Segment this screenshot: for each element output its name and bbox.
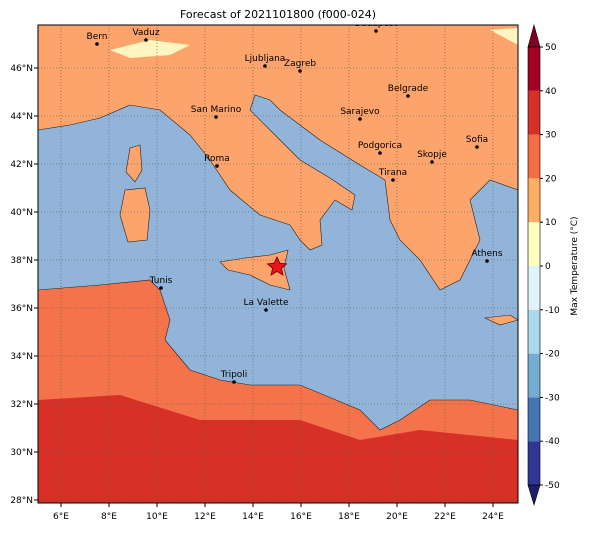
x-tick-label: 22°E	[434, 512, 456, 522]
title: Forecast of 2021101800 (f000-024)	[180, 8, 376, 21]
colorbar-band	[528, 353, 540, 398]
x-tick-label: 16°E	[290, 512, 312, 522]
colorbar-tick-label: -50	[545, 481, 560, 491]
city-dot	[214, 115, 218, 119]
city-dot	[215, 164, 219, 168]
forecast-star	[266, 256, 288, 276]
colorbar-tick-label: 30	[545, 131, 557, 141]
colorbar-band	[528, 47, 540, 91]
city-dot	[159, 286, 163, 290]
city-dot	[378, 151, 382, 155]
colorbar-tick-label: 10	[545, 218, 557, 228]
city-dot	[264, 308, 268, 312]
colorbar-band	[528, 134, 540, 179]
y-tick-label: 32°N	[10, 400, 33, 410]
y-tick-label: 40°N	[10, 208, 33, 218]
city-label: Budapest	[355, 19, 398, 29]
city-label: Tirana	[378, 168, 407, 178]
city-dot	[298, 69, 302, 73]
city-dot	[95, 42, 99, 46]
colorbar-band	[528, 178, 540, 223]
colorbar-tick-label: -30	[545, 393, 560, 403]
city-label: Tripoli	[220, 370, 248, 380]
y-tick-label: 36°N	[10, 304, 33, 314]
city-label: Podgorica	[358, 141, 402, 151]
city-dot	[263, 64, 267, 68]
colorbar-tick-label: 50	[545, 43, 557, 53]
city-dot	[406, 94, 410, 98]
colorbar-tick-label: -10	[545, 306, 560, 316]
x-tick-label: 10°E	[146, 512, 168, 522]
crete	[483, 314, 518, 326]
colorbar-band	[528, 90, 540, 135]
colorbar-band	[528, 309, 540, 354]
city-label: Skopje	[417, 150, 447, 160]
city-dot	[430, 160, 434, 164]
city-label: Belgrade	[388, 84, 429, 94]
colorbar-tick-label: 40	[545, 87, 557, 97]
x-tick-label: 6°E	[53, 512, 69, 522]
colorbar-tick-label: 0	[545, 262, 551, 272]
colorbar-tick-label: -40	[545, 437, 560, 447]
city-dot	[374, 29, 378, 33]
y-tick-label: 42°N	[10, 160, 33, 170]
corsica	[125, 144, 143, 183]
city-label: La Valette	[244, 298, 289, 308]
x-tick-label: 8°E	[101, 512, 117, 522]
colorbar-band	[528, 441, 540, 485]
city-label: Ljubljana	[245, 54, 286, 64]
colorbar-tick-label: -20	[545, 350, 560, 360]
colorbar-under	[527, 484, 541, 507]
city-dot	[475, 145, 479, 149]
x-tick-label: 12°E	[194, 512, 216, 522]
colorbar-band	[528, 222, 540, 266]
y-tick-label: 34°N	[10, 352, 33, 362]
y-tick-label: 38°N	[10, 256, 33, 266]
x-tick-label: 24°E	[482, 512, 504, 522]
y-tick-label: 44°N	[10, 112, 33, 122]
city-label: Sarajevo	[340, 107, 380, 117]
city-dot	[232, 380, 236, 384]
x-tick-label: 20°E	[386, 512, 408, 522]
city-dot	[485, 259, 489, 263]
city-dot	[391, 178, 395, 182]
sardinia	[119, 187, 151, 243]
x-tick-label: 14°E	[242, 512, 264, 522]
map-frame	[37, 24, 519, 504]
city-label: Tunis	[149, 276, 173, 286]
city-label: Athens	[471, 249, 502, 259]
x-tick-label: 18°E	[338, 512, 360, 522]
city-label: Zagreb	[284, 59, 316, 69]
colorbar-band	[528, 397, 540, 442]
colorbar-band	[528, 266, 540, 310]
y-tick-label: 28°N	[10, 496, 33, 506]
city-label: Sofia	[466, 135, 488, 145]
cool-land	[110, 28, 518, 58]
colorbar-tick-label: 20	[545, 174, 557, 184]
city-label: Roma	[204, 154, 230, 164]
city-label: Vaduz	[132, 28, 159, 38]
city-dot	[358, 117, 362, 121]
colorbar-over	[527, 23, 541, 48]
y-tick-label: 46°N	[10, 64, 33, 74]
colorbar-label: Max Temperature (°C)	[570, 216, 580, 315]
city-label: Bern	[87, 32, 108, 42]
hot-zone	[38, 395, 518, 503]
y-tick-label: 30°N	[10, 448, 33, 458]
city-dot	[144, 38, 148, 42]
city-label: San Marino	[191, 105, 242, 115]
